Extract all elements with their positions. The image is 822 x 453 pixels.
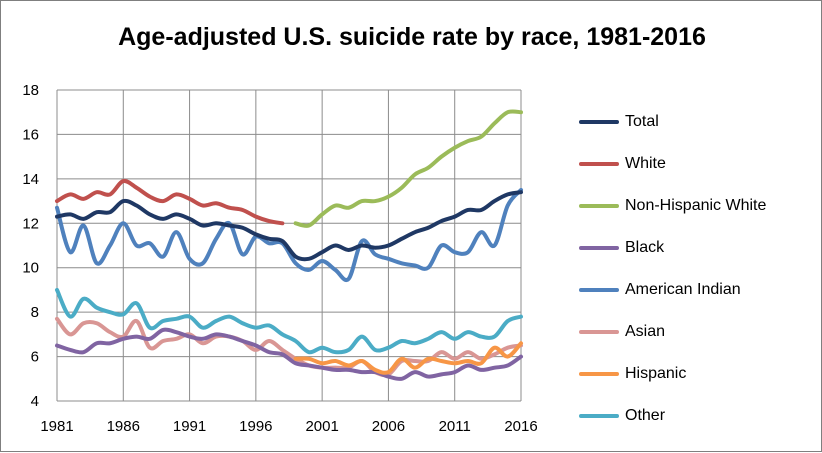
legend-swatch: [579, 372, 619, 376]
legend-label: Asian: [625, 323, 666, 340]
y-tick-label: 18: [22, 82, 39, 99]
x-tick-label: 1986: [107, 418, 140, 435]
legend-item-other: Other: [579, 395, 819, 437]
legend-swatch: [579, 330, 619, 334]
legend-item-total: Total: [579, 101, 819, 143]
series-line-asian: [55, 316, 523, 378]
legend-swatch: [579, 162, 619, 166]
x-tick-label: 2016: [504, 418, 537, 435]
y-tick-label: 8: [31, 304, 39, 321]
x-tick-label: 1996: [239, 418, 272, 435]
legend: Total White Non-Hispanic White Black America…: [579, 101, 819, 437]
series-line-black: [55, 327, 523, 381]
series-line-hispanic: [293, 341, 523, 375]
x-tick-label: 2011: [439, 418, 471, 435]
x-tick-label: 1991: [173, 418, 206, 435]
legend-item-black: Black: [579, 227, 819, 269]
legend-label: Hispanic: [625, 365, 687, 382]
legend-swatch: [579, 288, 619, 292]
x-tick-label: 2001: [305, 418, 338, 435]
legend-swatch: [579, 204, 619, 208]
y-tick-label: 12: [22, 215, 39, 232]
legend-swatch: [579, 120, 619, 124]
y-tick-label: 16: [22, 126, 39, 143]
y-tick-label: 4: [31, 393, 39, 410]
legend-label: Black: [625, 239, 665, 256]
legend-item-hispanic: Hispanic: [579, 353, 819, 395]
series-line-american-indian: [55, 187, 523, 282]
y-tick-label: 10: [22, 260, 39, 277]
chart-title: Age-adjusted U.S. suicide rate by race, …: [118, 23, 706, 51]
series-line-other: [55, 287, 523, 355]
series-line-non-hispanic-white: [293, 109, 523, 228]
legend-label: Other: [625, 407, 666, 424]
legend-item-american-indian: American Indian: [579, 269, 819, 311]
legend-label: White: [625, 155, 666, 172]
legend-label: Total: [625, 113, 659, 130]
legend-item-non-hispanic-white: Non-Hispanic White: [579, 185, 819, 227]
series-line-total: [55, 190, 523, 262]
series-line-white: [55, 178, 285, 226]
x-tick-label: 2006: [372, 418, 405, 435]
x-tick-label: 1981: [40, 418, 73, 435]
y-tick-label: 14: [22, 171, 39, 188]
legend-label: American Indian: [625, 281, 741, 298]
legend-swatch: [579, 414, 619, 418]
legend-label: Non-Hispanic White: [625, 197, 767, 214]
legend-item-asian: Asian: [579, 311, 819, 353]
y-tick-label: 6: [31, 349, 39, 366]
legend-swatch: [579, 246, 619, 250]
legend-item-white: White: [579, 143, 819, 185]
